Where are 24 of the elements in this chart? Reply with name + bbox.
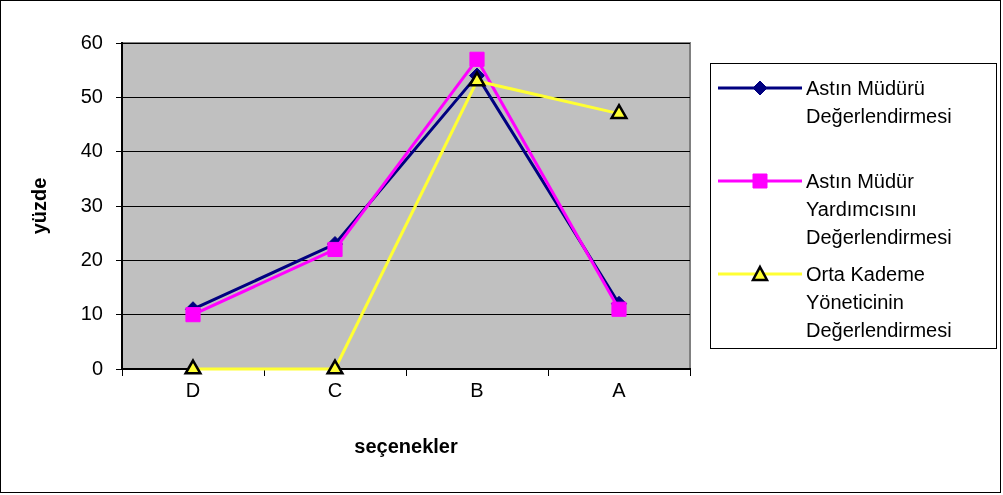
x-tick-label: B <box>470 378 484 401</box>
x-tick-label: A <box>612 378 627 401</box>
x-tick-label: D <box>185 378 201 401</box>
y-tick-label: 60 <box>80 30 103 53</box>
legend-label: Astın Müdürü Değerlendirmesi <box>806 76 953 129</box>
y-axis-title: yüzde <box>27 177 50 235</box>
point <box>185 307 201 323</box>
y-tick-label: 40 <box>80 139 103 162</box>
x-tick-label: C <box>327 378 343 401</box>
legend-label: Orta Kademe Yöneticinin Değerlendirmesi <box>806 262 953 343</box>
y-tick-label: 30 <box>80 193 103 216</box>
y-tick-label: 20 <box>80 247 103 270</box>
legend-label: Astın Müdür Yardımcısını Değerlendirmesi <box>806 169 953 250</box>
x-axis-title: seçenekler <box>354 434 458 457</box>
point <box>326 359 344 375</box>
point <box>327 241 343 258</box>
y-tick-label: 50 <box>80 84 103 107</box>
point <box>468 71 486 87</box>
point <box>610 103 628 120</box>
y-tick-label: 0 <box>91 356 103 379</box>
point <box>184 359 202 375</box>
point <box>469 51 485 67</box>
y-tick-label: 10 <box>80 302 103 325</box>
point <box>611 301 627 317</box>
